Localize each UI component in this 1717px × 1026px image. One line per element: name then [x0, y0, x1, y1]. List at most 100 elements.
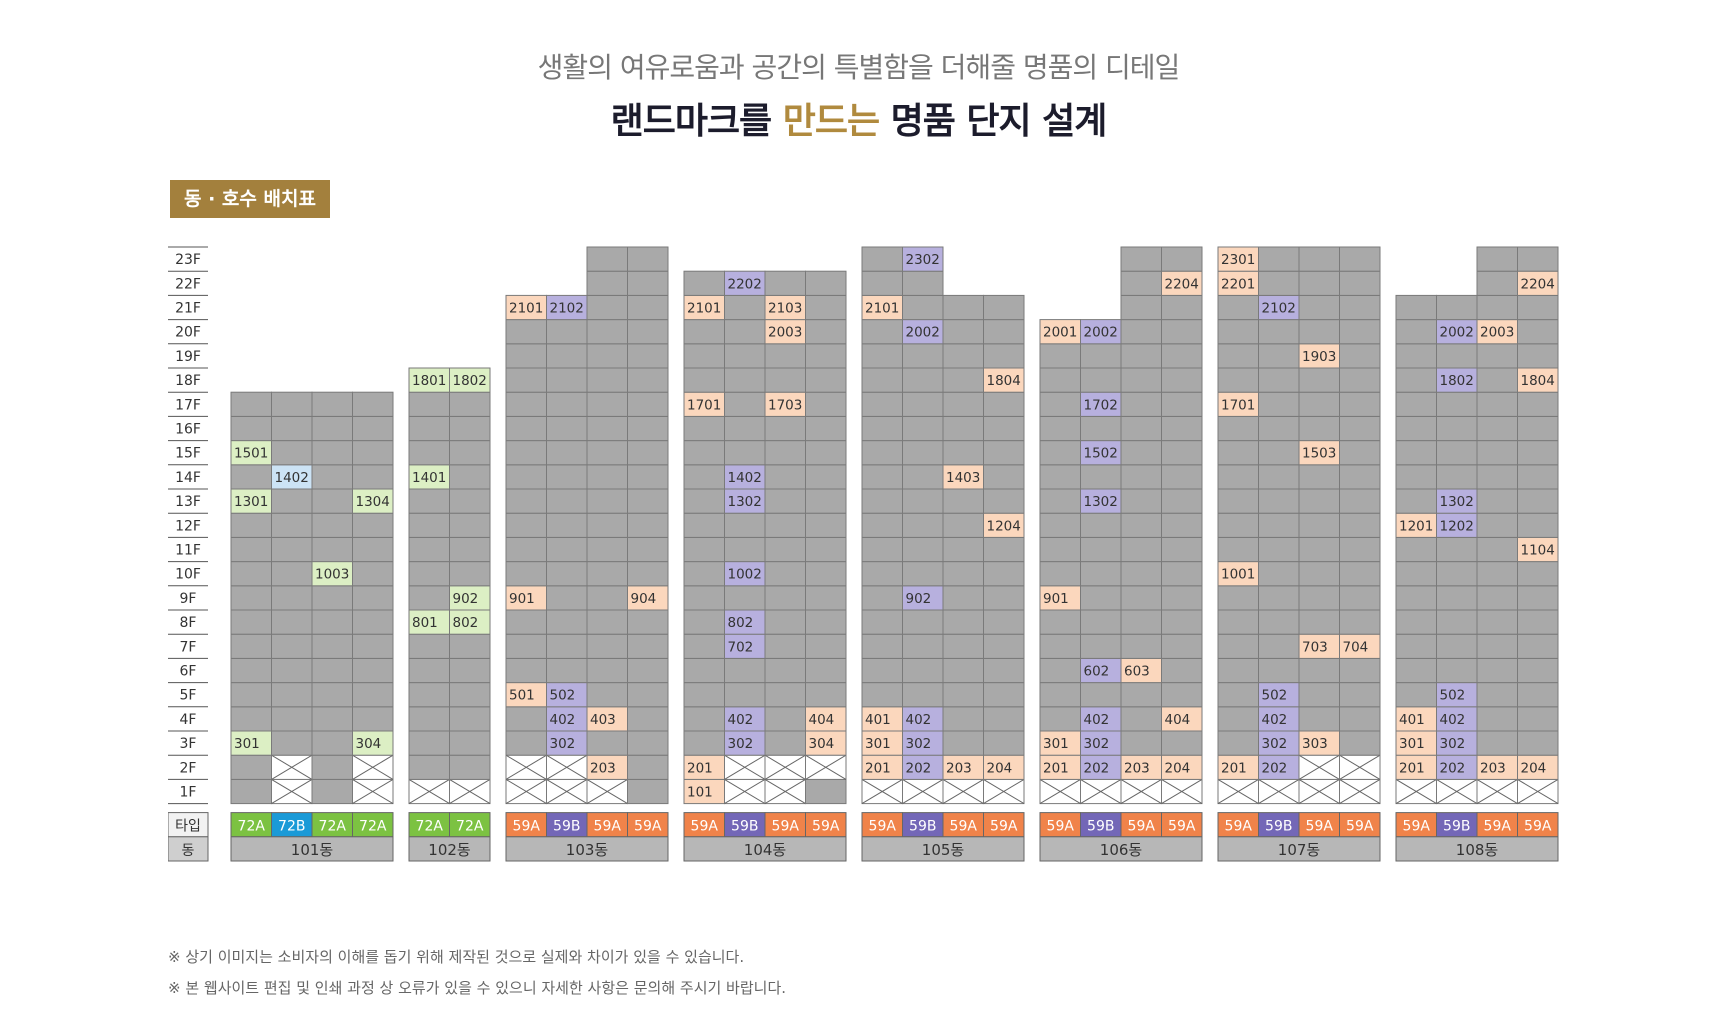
empty-cross — [861, 778, 903, 805]
unit-cell — [983, 319, 1025, 345]
unit-cell — [408, 391, 450, 417]
dong-cell-label: 105동 — [922, 841, 965, 859]
empty-cross — [1339, 754, 1381, 780]
unit-cell — [764, 270, 806, 296]
unit-cell — [230, 609, 272, 635]
unit-number-label: 402 — [1262, 712, 1288, 728]
unit-cell — [724, 536, 766, 563]
empty-cross — [1258, 778, 1300, 805]
unit-cell — [1298, 585, 1340, 611]
unit-cell — [1517, 706, 1559, 732]
unit-cell — [352, 464, 394, 490]
unit-cell — [942, 730, 984, 756]
unit-cell — [1517, 609, 1559, 635]
unit-cell — [861, 464, 903, 490]
empty-cross — [983, 778, 1025, 805]
unit-cell — [271, 512, 313, 538]
unit-cell — [861, 367, 903, 393]
unit-cell — [1080, 633, 1122, 659]
unit-cell — [1120, 415, 1162, 442]
unit-cell — [1120, 633, 1162, 659]
unit-cell — [1339, 319, 1381, 345]
unit-cell — [408, 657, 450, 684]
unit-cell — [627, 657, 669, 684]
unit-cell — [1476, 561, 1518, 587]
unit-cell — [271, 730, 313, 756]
unit-number-label: 1801 — [412, 373, 446, 389]
unit-cell — [861, 440, 903, 466]
unit-cell — [1258, 536, 1300, 563]
unit-number-label: 1702 — [1084, 397, 1118, 413]
unit-number-label: 1401 — [412, 470, 446, 486]
highlight-unit-cell — [1517, 754, 1559, 780]
type-cell — [586, 812, 628, 838]
unit-cell — [1476, 512, 1518, 538]
empty-cross — [1161, 778, 1203, 805]
type-cell-label: 59A — [634, 819, 662, 835]
type-cell-label: 59B — [1087, 819, 1114, 835]
unit-cell — [683, 270, 725, 296]
unit-cell — [861, 319, 903, 345]
unit-cell — [942, 609, 984, 635]
unit-number-label: 1302 — [1440, 494, 1474, 510]
empty-cross — [546, 778, 588, 805]
disclaimer-note-1: ※ 상기 이미지는 소비자의 이해를 돕기 위해 제작된 것으로 실제와 차이가… — [168, 948, 745, 966]
unit-number-label: 402 — [906, 712, 932, 728]
unit-cell — [983, 440, 1025, 466]
type-cell-label: 72A — [359, 819, 387, 835]
unit-cell — [942, 415, 984, 442]
unit-cell — [271, 706, 313, 732]
highlight-unit-cell — [408, 367, 450, 393]
unit-cell — [546, 585, 588, 611]
empty-cross — [546, 754, 588, 780]
unit-cell — [764, 609, 806, 635]
empty-cross — [942, 778, 984, 805]
unit-cell — [586, 536, 628, 563]
unit-cell — [1217, 609, 1259, 635]
unit-cell — [1258, 440, 1300, 466]
unit-cell — [271, 536, 313, 563]
empty-cross — [408, 778, 450, 805]
unit-cell — [505, 343, 547, 369]
unit-number-label: 901 — [1043, 591, 1069, 607]
highlight-unit-cell — [1395, 730, 1437, 756]
type-cell — [683, 812, 725, 838]
unit-cell — [1217, 464, 1259, 490]
unit-cell — [586, 488, 628, 514]
unit-cell — [627, 246, 669, 272]
unit-cell — [1339, 391, 1381, 417]
unit-cell — [1476, 536, 1518, 563]
unit-number-label: 101 — [687, 785, 713, 801]
unit-cell — [861, 657, 903, 684]
unit-cell — [764, 512, 806, 538]
highlight-unit-cell — [230, 488, 272, 514]
unit-cell — [1476, 391, 1518, 417]
unit-number-label: 902 — [453, 591, 479, 607]
unit-cell — [311, 633, 353, 659]
unit-cell — [983, 488, 1025, 514]
unit-cell — [805, 657, 847, 684]
empty-cross — [1039, 778, 1081, 805]
unit-number-label: 203 — [590, 760, 616, 776]
unit-cell — [683, 682, 725, 708]
unit-number-label: 1403 — [946, 470, 980, 486]
unit-cell — [902, 633, 944, 659]
unit-cell — [271, 633, 313, 659]
type-cell — [352, 812, 394, 838]
unit-cell — [271, 585, 313, 611]
type-cell — [942, 812, 984, 838]
type-cell — [805, 812, 847, 838]
unit-cell — [230, 415, 272, 442]
unit-cell — [1395, 464, 1437, 490]
unit-cell — [805, 512, 847, 538]
unit-cell — [1339, 609, 1381, 635]
unit-number-label: 202 — [1440, 760, 1466, 776]
floor-label-1: 1F — [180, 785, 197, 801]
unit-cell — [683, 512, 725, 538]
unit-cell — [449, 464, 491, 490]
unit-cell — [1120, 512, 1162, 538]
highlight-unit-cell — [724, 270, 766, 296]
unit-cell — [1476, 730, 1518, 756]
highlight-unit-cell — [861, 706, 903, 732]
unit-cell — [1217, 585, 1259, 611]
